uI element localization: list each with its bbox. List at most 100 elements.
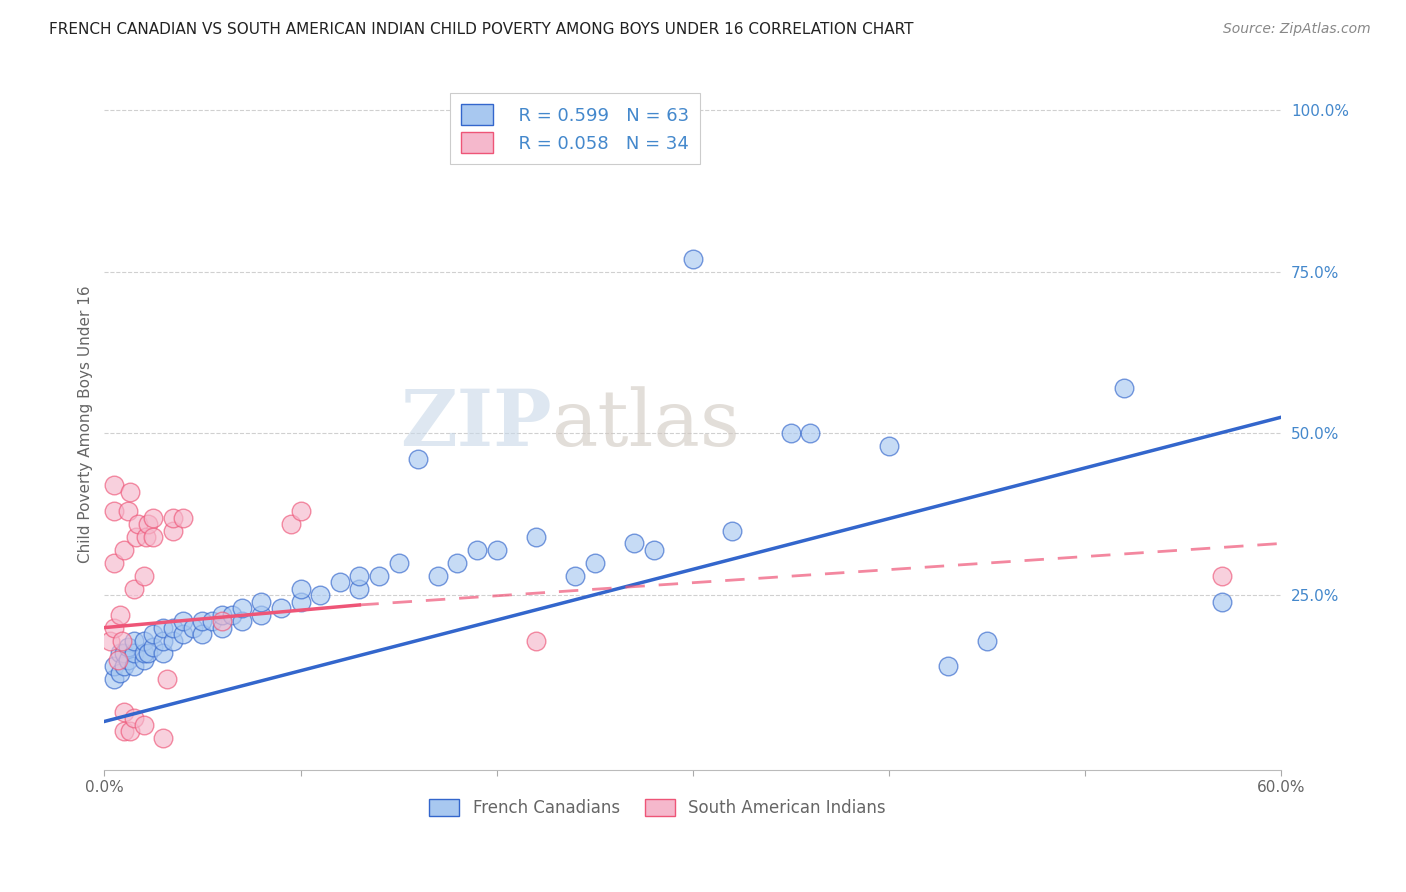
Point: [270, 601, 292, 615]
Point: [132, 717, 155, 731]
Point: [122, 582, 145, 596]
Point: [162, 524, 184, 538]
Point: [103, 504, 125, 518]
Point: [211, 607, 233, 622]
Text: atlas: atlas: [551, 386, 741, 462]
Point: [623, 536, 645, 550]
Y-axis label: Child Poverty Among Boys Under 16: Child Poverty Among Boys Under 16: [79, 285, 93, 563]
Point: [103, 673, 125, 687]
Point: [142, 510, 165, 524]
Point: [250, 607, 273, 622]
Point: [156, 673, 179, 687]
Point: [122, 659, 145, 673]
Point: [132, 647, 155, 661]
Point: [142, 627, 165, 641]
Point: [132, 653, 155, 667]
Point: [368, 569, 391, 583]
Point: [108, 647, 131, 661]
Point: [103, 621, 125, 635]
Point: [142, 640, 165, 654]
Point: [103, 659, 125, 673]
Point: [290, 504, 312, 518]
Point: [136, 516, 159, 531]
Point: [231, 601, 253, 615]
Point: [524, 530, 547, 544]
Point: [583, 556, 606, 570]
Point: [936, 659, 959, 673]
Point: [426, 569, 449, 583]
Point: [132, 633, 155, 648]
Point: [721, 524, 744, 538]
Point: [211, 614, 233, 628]
Text: FRENCH CANADIAN VS SOUTH AMERICAN INDIAN CHILD POVERTY AMONG BOYS UNDER 16 CORRE: FRENCH CANADIAN VS SOUTH AMERICAN INDIAN…: [49, 22, 914, 37]
Point: [465, 543, 488, 558]
Point: [446, 556, 468, 570]
Point: [162, 633, 184, 648]
Point: [122, 647, 145, 661]
Point: [329, 575, 352, 590]
Point: [152, 621, 174, 635]
Point: [117, 640, 139, 654]
Point: [564, 569, 586, 583]
Point: [181, 621, 204, 635]
Point: [290, 582, 312, 596]
Text: ZIP: ZIP: [399, 385, 551, 462]
Point: [125, 530, 148, 544]
Point: [406, 452, 429, 467]
Point: [485, 543, 508, 558]
Point: [103, 478, 125, 492]
Point: [1114, 381, 1136, 395]
Point: [152, 633, 174, 648]
Point: [112, 659, 135, 673]
Point: [172, 510, 194, 524]
Point: [98, 633, 121, 648]
Point: [135, 530, 157, 544]
Point: [349, 569, 371, 583]
Point: [127, 516, 149, 531]
Point: [280, 516, 302, 531]
Point: [799, 426, 821, 441]
Point: [191, 627, 214, 641]
Legend: French Canadians, South American Indians: French Canadians, South American Indians: [423, 792, 893, 824]
Point: [191, 614, 214, 628]
Point: [117, 653, 139, 667]
Point: [387, 556, 409, 570]
Point: [162, 510, 184, 524]
Point: [1211, 569, 1233, 583]
Point: [136, 647, 159, 661]
Point: [682, 252, 704, 266]
Point: [122, 633, 145, 648]
Point: [107, 653, 129, 667]
Point: [112, 724, 135, 739]
Point: [117, 504, 139, 518]
Point: [290, 595, 312, 609]
Point: [118, 484, 141, 499]
Point: [231, 614, 253, 628]
Point: [221, 607, 243, 622]
Text: Source: ZipAtlas.com: Source: ZipAtlas.com: [1223, 22, 1371, 37]
Point: [152, 731, 174, 745]
Point: [122, 711, 145, 725]
Point: [152, 647, 174, 661]
Point: [201, 614, 224, 628]
Point: [162, 621, 184, 635]
Point: [250, 595, 273, 609]
Point: [349, 582, 371, 596]
Point: [779, 426, 801, 441]
Point: [108, 665, 131, 680]
Point: [1211, 595, 1233, 609]
Point: [976, 633, 998, 648]
Point: [132, 569, 155, 583]
Point: [108, 607, 131, 622]
Point: [118, 724, 141, 739]
Point: [643, 543, 665, 558]
Point: [172, 614, 194, 628]
Point: [112, 543, 135, 558]
Point: [111, 633, 134, 648]
Point: [877, 439, 900, 453]
Point: [112, 705, 135, 719]
Point: [524, 633, 547, 648]
Point: [172, 627, 194, 641]
Point: [142, 530, 165, 544]
Point: [309, 588, 332, 602]
